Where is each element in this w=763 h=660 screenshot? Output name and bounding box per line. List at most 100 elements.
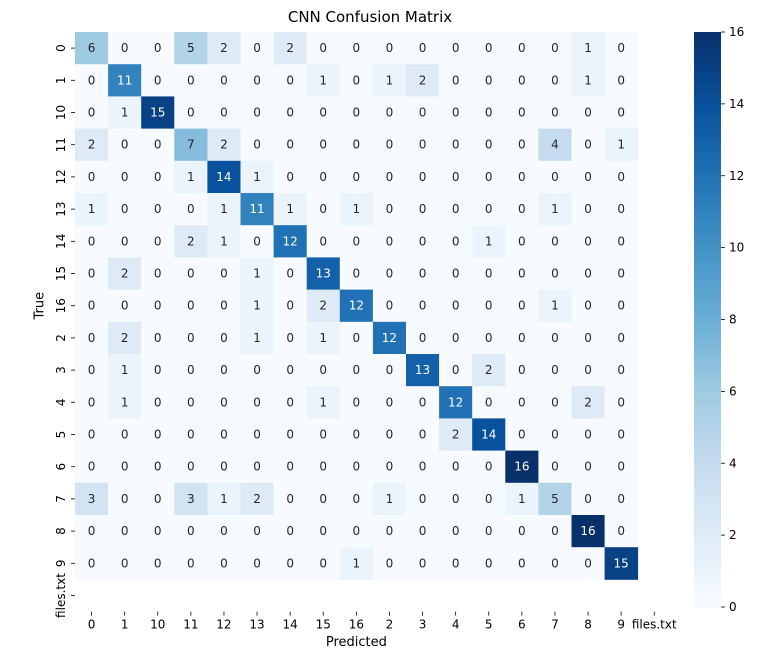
cell-value-r0-c3: 5 xyxy=(187,41,195,55)
cell-value-r8-c6: 0 xyxy=(286,299,294,313)
chart-title: CNN Confusion Matrix xyxy=(287,8,453,26)
cell-value-r11-c3: 0 xyxy=(187,395,195,409)
heatmap-cell-r11-c12 xyxy=(472,386,506,419)
heatmap-cell-r2-c16 xyxy=(604,96,639,129)
cell-value-r2-c5: 0 xyxy=(253,106,261,120)
cell-value-r1-c0: 0 xyxy=(88,73,96,87)
heatmap-cell-r0-c1 xyxy=(108,32,142,65)
x-tick-label-3: 11 xyxy=(183,618,198,632)
heatmap-cell-r2-c8 xyxy=(339,96,374,129)
cell-value-r3-c8: 0 xyxy=(353,138,361,152)
y-tick-label-13: 6 xyxy=(54,463,68,471)
cell-value-r13-c2: 0 xyxy=(154,460,162,474)
heatmap-cell-r3-c9 xyxy=(372,128,407,162)
heatmap-cell-r9-c3 xyxy=(174,321,208,355)
cell-value-r4-c7: 0 xyxy=(319,170,327,184)
cell-value-r9-c5: 1 xyxy=(253,331,261,345)
y-tick-label-9: 2 xyxy=(54,334,68,342)
cell-value-r6-c8: 0 xyxy=(353,234,361,248)
cell-value-r0-c14: 0 xyxy=(551,41,559,55)
cell-value-r15-c4: 0 xyxy=(220,524,228,538)
heatmap-cell-r8-c14 xyxy=(538,289,572,323)
cell-value-r13-c1: 0 xyxy=(121,460,129,474)
cell-value-r9-c9: 12 xyxy=(382,331,397,345)
heatmap-cell-r13-c11 xyxy=(439,450,473,484)
heatmap-cell-r13-c3 xyxy=(174,450,208,484)
x-tick-label-0: 0 xyxy=(88,618,96,632)
heatmap-cell-r8-c11 xyxy=(439,289,473,323)
cell-value-r1-c6: 0 xyxy=(286,73,294,87)
cell-value-r5-c15: 0 xyxy=(584,202,592,216)
heatmap-cell-r5-c9 xyxy=(372,193,407,226)
cell-value-r8-c7: 2 xyxy=(319,299,327,313)
cell-value-r0-c2: 0 xyxy=(154,41,162,55)
cell-value-r5-c3: 0 xyxy=(187,202,195,216)
x-tick-label-11: 4 xyxy=(452,618,460,632)
cell-value-r8-c9: 0 xyxy=(386,299,394,313)
cell-value-r12-c16: 0 xyxy=(617,428,625,442)
heatmap-cell-r9-c8 xyxy=(339,321,374,355)
cell-value-r14-c1: 0 xyxy=(121,492,129,506)
cell-value-r8-c13: 0 xyxy=(518,299,526,313)
cell-value-r5-c10: 0 xyxy=(419,202,427,216)
cell-value-r11-c4: 0 xyxy=(220,395,228,409)
heatmap-cell-r7-c6 xyxy=(273,257,308,290)
heatmap-cell-r2-c5 xyxy=(240,96,274,129)
heatmap-cell-r6-c2 xyxy=(141,225,175,258)
y-tick-label-11: 4 xyxy=(54,398,68,406)
heatmap-cell-r4-c7 xyxy=(306,160,341,194)
cell-value-r15-c3: 0 xyxy=(187,524,195,538)
heatmap-cell-r13-c8 xyxy=(339,450,374,484)
heatmap-cell-r2-c12 xyxy=(472,96,506,129)
cell-value-r12-c13: 0 xyxy=(518,428,526,442)
heatmap-cell-r6-c6 xyxy=(273,225,308,258)
heatmap-cell-r3-c11 xyxy=(439,128,473,162)
heatmap-cell-r12-c11 xyxy=(439,418,473,451)
heatmap-cell-r11-c6 xyxy=(273,386,308,419)
heatmap-cell-r3-c3 xyxy=(174,128,208,162)
heatmap-cell-r11-c0 xyxy=(75,386,109,419)
cell-value-r5-c0: 1 xyxy=(88,202,96,216)
heatmap-cell-r1-c4 xyxy=(207,64,241,97)
cell-value-r5-c9: 0 xyxy=(386,202,394,216)
cell-value-r3-c16: 1 xyxy=(617,138,625,152)
y-tick-label-3: 11 xyxy=(54,137,68,152)
cell-value-r0-c8: 0 xyxy=(353,41,361,55)
cell-value-r2-c12: 0 xyxy=(485,106,493,120)
cell-value-r0-c1: 0 xyxy=(121,41,129,55)
heatmap-cell-r6-c4 xyxy=(207,225,241,258)
heatmap-cell-r12-c12 xyxy=(472,418,506,451)
cell-value-r7-c14: 0 xyxy=(551,267,559,281)
cell-value-r2-c9: 0 xyxy=(386,106,394,120)
cell-value-r16-c4: 0 xyxy=(220,556,228,570)
cell-value-r10-c3: 0 xyxy=(187,363,195,377)
cell-value-r7-c15: 0 xyxy=(584,267,592,281)
cell-value-r10-c4: 0 xyxy=(220,363,228,377)
heatmap-cell-r7-c5 xyxy=(240,257,274,290)
cell-value-r13-c14: 0 xyxy=(551,460,559,474)
heatmap-cell-r2-c15 xyxy=(571,96,605,129)
cell-value-r0-c6: 2 xyxy=(286,41,294,55)
heatmap-cell-r11-c13 xyxy=(505,386,539,419)
heatmap-cell-r4-c6 xyxy=(273,160,308,194)
heatmap-cell-r12-c6 xyxy=(273,418,308,451)
cell-value-r15-c12: 0 xyxy=(485,524,493,538)
heatmap-cell-r14-c3 xyxy=(174,482,208,516)
heatmap-cell-r14-c13 xyxy=(505,482,539,516)
cell-value-r12-c11: 2 xyxy=(452,428,460,442)
cell-value-r14-c13: 1 xyxy=(518,492,526,506)
heatmap-cell-r15-c11 xyxy=(439,515,473,548)
cell-value-r16-c1: 0 xyxy=(121,556,129,570)
heatmap-cell-r5-c6 xyxy=(273,193,308,226)
cell-value-r5-c11: 0 xyxy=(452,202,460,216)
cell-value-r4-c2: 0 xyxy=(154,170,162,184)
cell-value-r1-c15: 1 xyxy=(584,73,592,87)
cell-value-r3-c12: 0 xyxy=(485,138,493,152)
cell-value-r16-c14: 0 xyxy=(551,556,559,570)
heatmap-cell-r9-c9 xyxy=(372,321,407,355)
cell-value-r4-c10: 0 xyxy=(419,170,427,184)
colorbar-tick-label-2: 4 xyxy=(729,456,737,470)
heatmap-cell-r14-c8 xyxy=(339,482,374,516)
cell-value-r2-c1: 1 xyxy=(121,106,129,120)
cell-value-r6-c14: 0 xyxy=(551,234,559,248)
